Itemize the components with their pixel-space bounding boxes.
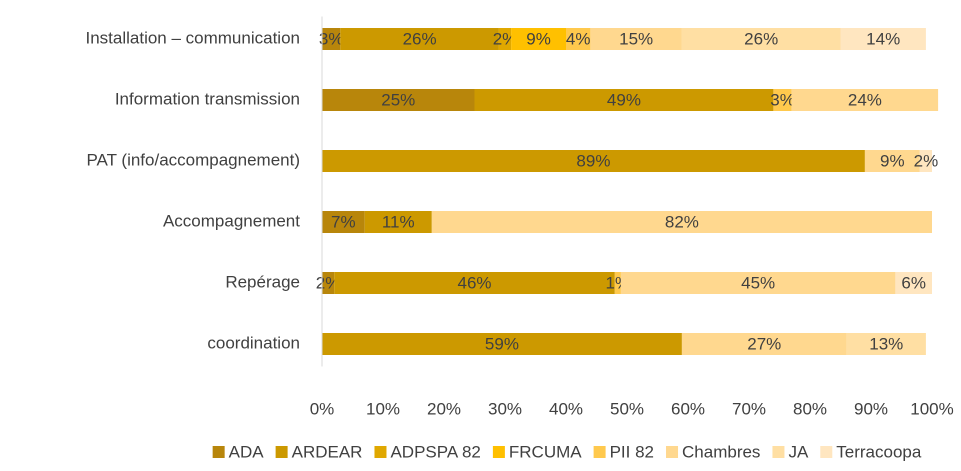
bar-segment <box>773 89 792 111</box>
legend-label: Chambres <box>682 442 760 461</box>
data-label: 15% <box>619 29 653 48</box>
bar-segment <box>498 28 512 50</box>
bar-segment <box>681 333 847 355</box>
bar-segment <box>364 211 432 233</box>
data-label: 13% <box>869 334 903 353</box>
bar-segment <box>846 333 926 355</box>
legend-swatch <box>593 446 606 458</box>
legend-label: Terracoopa <box>836 442 922 461</box>
data-label: 6% <box>901 273 926 292</box>
x-tick-label: 0% <box>310 399 335 418</box>
legend-label: FRCUMA <box>509 442 582 461</box>
data-label: 89% <box>576 151 610 170</box>
x-tick-label: 80% <box>793 399 827 418</box>
data-label: 3% <box>770 90 795 109</box>
x-tick-label: 100% <box>910 399 953 418</box>
x-tick-label: 10% <box>366 399 400 418</box>
data-label: 24% <box>848 90 882 109</box>
bar-segment <box>322 272 335 294</box>
legend-label: JA <box>788 442 809 461</box>
bar-segment <box>614 272 621 294</box>
legend-swatch <box>212 446 225 458</box>
y-tick-label: Installation – communication <box>85 28 300 47</box>
x-tick-label: 30% <box>488 399 522 418</box>
data-label: 59% <box>485 334 519 353</box>
bar-segment <box>322 89 475 111</box>
legend-swatch <box>374 446 387 458</box>
data-label: 9% <box>880 151 905 170</box>
bar-segment <box>334 272 615 294</box>
legend-swatch <box>666 446 679 458</box>
bar-segment <box>431 211 932 233</box>
data-label: 2% <box>914 151 939 170</box>
data-label: 14% <box>866 29 900 48</box>
legend-swatch <box>820 446 833 458</box>
bar-segment <box>322 333 682 355</box>
bar-segment <box>864 150 920 172</box>
bar-segment <box>511 28 566 50</box>
data-label: 7% <box>331 212 356 231</box>
data-label: 11% <box>382 212 415 231</box>
y-tick-label: Repérage <box>225 272 300 291</box>
bar-segment <box>322 150 865 172</box>
bar-segment <box>919 150 932 172</box>
y-tick-label: coordination <box>207 333 300 352</box>
legend-swatch <box>772 446 785 458</box>
bar-segment <box>620 272 896 294</box>
data-label: 9% <box>526 29 551 48</box>
legend-label: ADA <box>229 442 265 461</box>
data-label: 49% <box>607 90 641 109</box>
legend-swatch <box>275 446 288 458</box>
data-label: 3% <box>319 29 344 48</box>
bar-segment <box>895 272 932 294</box>
bar-segment <box>840 28 926 50</box>
data-label: 45% <box>741 273 775 292</box>
y-tick-label: Accompagnement <box>163 211 300 230</box>
y-tick-label: Information transmission <box>115 89 300 108</box>
data-label: 82% <box>665 212 699 231</box>
bar-segment <box>566 28 591 50</box>
x-tick-label: 20% <box>427 399 461 418</box>
x-tick-label: 90% <box>854 399 888 418</box>
data-label: 26% <box>403 29 437 48</box>
data-label: 26% <box>744 29 778 48</box>
legend-label: PII 82 <box>610 442 654 461</box>
bar-segment <box>590 28 682 50</box>
bar-segment <box>681 28 841 50</box>
bar-segment <box>322 211 365 233</box>
x-tick-label: 60% <box>671 399 705 418</box>
data-label: 4% <box>566 29 591 48</box>
data-label: 25% <box>381 90 415 109</box>
bar-segment <box>322 28 341 50</box>
bar-segment <box>340 28 499 50</box>
data-label: 27% <box>747 334 781 353</box>
data-label: 46% <box>457 273 491 292</box>
x-tick-label: 40% <box>549 399 583 418</box>
bar-segment <box>474 89 774 111</box>
legend-label: ADPSPA 82 <box>390 442 480 461</box>
y-tick-label: PAT (info/accompagnement) <box>86 150 300 169</box>
bar-segment <box>791 89 939 111</box>
legend-label: ARDEAR <box>292 442 363 461</box>
legend-swatch <box>492 446 505 458</box>
x-tick-label: 70% <box>732 399 766 418</box>
x-tick-label: 50% <box>610 399 644 418</box>
